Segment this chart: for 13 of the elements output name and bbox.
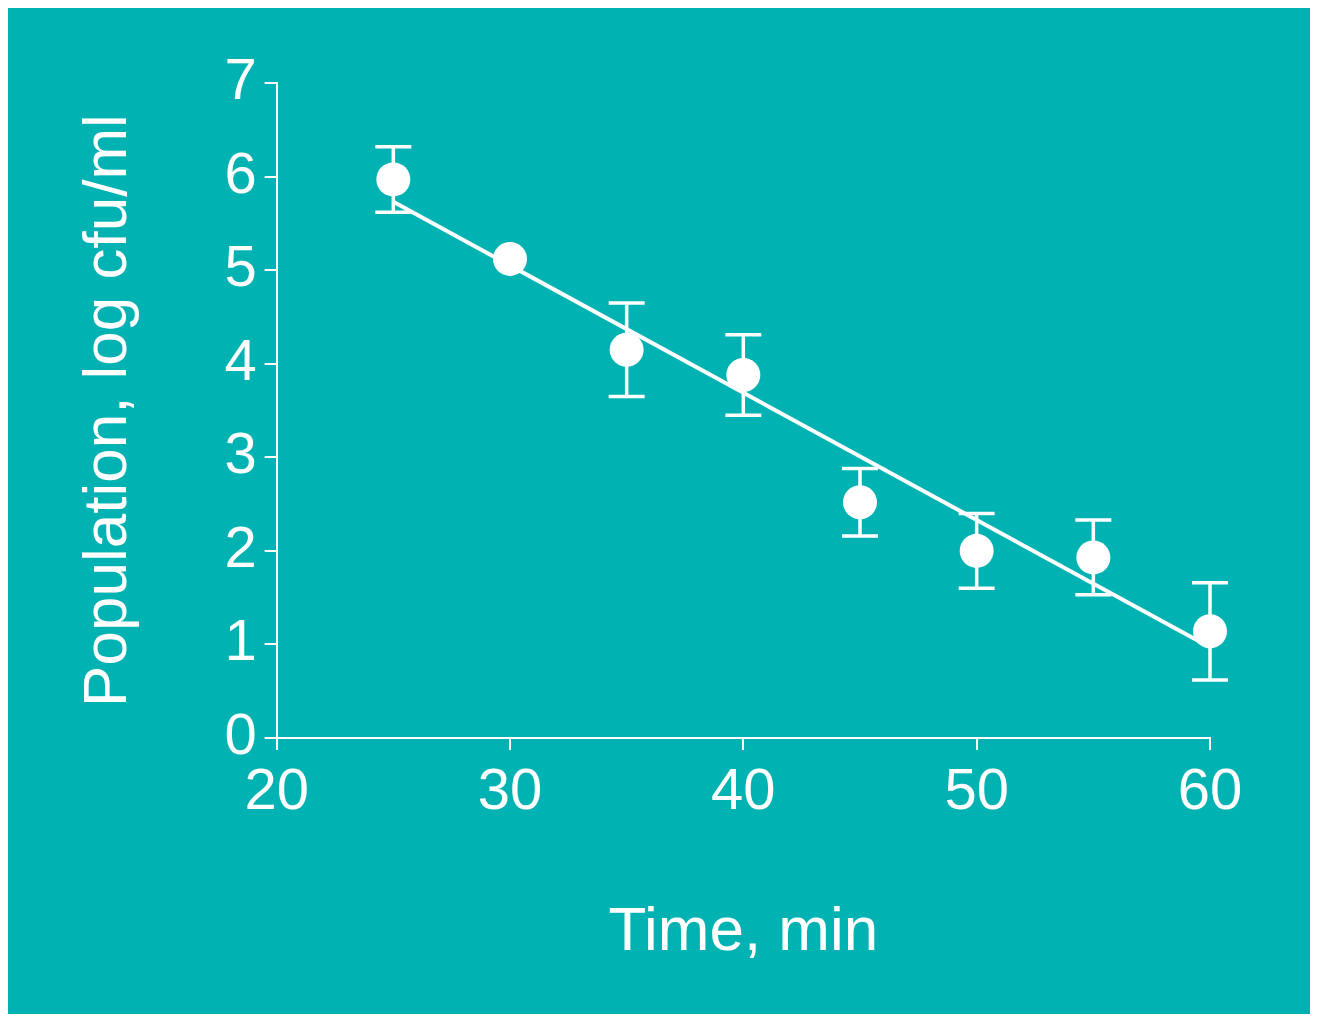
- y-tick-label: 7: [224, 46, 257, 111]
- x-tick-label: 60: [1177, 755, 1243, 821]
- x-tick-label: 50: [944, 755, 1009, 821]
- y-tick-label: 3: [224, 420, 257, 486]
- y-tick-label: 5: [224, 233, 257, 299]
- x-tick-label: 30: [477, 755, 543, 821]
- y-tick-label: 6: [224, 139, 257, 205]
- y-tick-label: 4: [224, 326, 257, 392]
- y-axis-title: Population, log cfu/ml: [70, 114, 140, 707]
- y-tick-label: 2: [224, 513, 257, 579]
- x-tick-label: 40: [711, 755, 776, 821]
- y-tick-label: 1: [224, 607, 257, 673]
- x-axis-title: Time, min: [608, 893, 879, 963]
